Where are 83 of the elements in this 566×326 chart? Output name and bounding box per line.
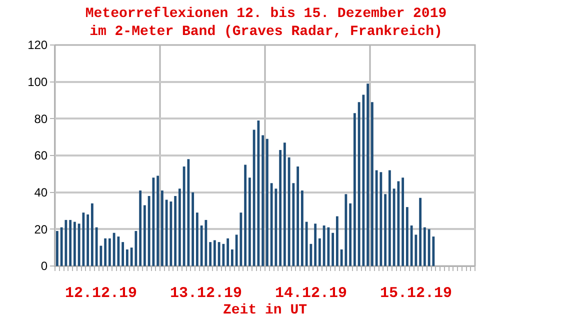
bar	[192, 192, 194, 266]
bar	[327, 227, 330, 266]
bar	[262, 135, 264, 266]
bar	[226, 238, 230, 266]
bar	[300, 190, 304, 266]
y-tick-label: 20	[34, 222, 48, 236]
bar	[82, 212, 85, 266]
bar	[86, 214, 90, 266]
bar	[143, 205, 146, 266]
bar	[428, 229, 430, 266]
bar	[362, 94, 365, 266]
bar	[174, 196, 177, 266]
bar	[165, 200, 168, 266]
bar	[344, 194, 348, 266]
x-tick-label: 14.12.19	[274, 285, 347, 302]
bar	[196, 212, 198, 266]
bar	[384, 194, 387, 266]
chart-title: Meteorreflexionen 12. bis 15. Dezember 2019 im 2-Meter Band (Graves Radar, Frankreich)	[85, 6, 447, 40]
bar	[240, 212, 242, 266]
bar	[69, 220, 72, 266]
bar	[270, 183, 273, 266]
x-tick-label: 13.12.19	[170, 285, 242, 302]
bar	[95, 227, 98, 266]
bar	[388, 170, 391, 266]
bar	[349, 203, 352, 266]
bar	[218, 242, 220, 266]
bar	[406, 207, 408, 266]
x-tick-label: 15.12.19	[380, 285, 452, 302]
bar	[353, 113, 356, 266]
bar	[213, 240, 216, 266]
x-axis-title: Zeit in UT	[222, 302, 308, 318]
bar	[288, 157, 290, 266]
y-tick-label: 120	[28, 38, 48, 52]
bar	[187, 159, 190, 266]
bar	[305, 222, 308, 266]
bar	[139, 190, 142, 266]
bar	[266, 138, 268, 266]
y-tick-label: 40	[34, 186, 48, 200]
bar	[108, 238, 111, 266]
bar	[56, 231, 58, 266]
bar	[279, 150, 282, 266]
bar	[419, 198, 422, 266]
bar	[375, 170, 378, 266]
bar	[410, 225, 413, 266]
bar	[160, 190, 164, 266]
bar	[380, 172, 382, 266]
y-tick-label: 60	[34, 148, 48, 163]
y-tick-label: 100	[28, 75, 48, 90]
bar	[117, 236, 120, 266]
bar	[209, 242, 212, 266]
bar	[402, 178, 404, 266]
bar	[248, 178, 251, 266]
bar	[230, 249, 234, 266]
bar	[73, 222, 76, 266]
x-tick-label: 12.12.19	[64, 285, 137, 302]
bar	[156, 176, 160, 266]
bar	[336, 216, 338, 266]
bar	[370, 102, 374, 266]
bar	[283, 142, 286, 266]
bar	[397, 181, 400, 266]
bar	[222, 244, 225, 266]
bar	[134, 231, 138, 266]
bar	[64, 220, 68, 266]
bar	[204, 220, 208, 266]
bar	[104, 238, 107, 266]
bar	[257, 120, 260, 266]
bar	[178, 188, 181, 266]
bar	[314, 224, 317, 266]
bar	[122, 242, 124, 266]
bar	[152, 178, 155, 266]
y-tick-label: 0	[40, 259, 48, 274]
bar	[90, 203, 94, 266]
bar	[423, 227, 426, 266]
bar	[366, 84, 370, 266]
bar	[244, 164, 247, 266]
bar	[322, 225, 326, 266]
bar	[112, 232, 116, 266]
bar	[170, 202, 172, 266]
bar	[332, 232, 334, 266]
bar	[318, 238, 321, 266]
bar	[296, 166, 300, 266]
y-tick-label: 80	[34, 112, 48, 126]
bar	[126, 249, 128, 266]
